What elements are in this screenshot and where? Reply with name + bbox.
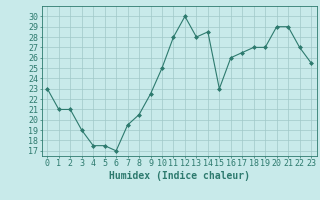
X-axis label: Humidex (Indice chaleur): Humidex (Indice chaleur) — [109, 171, 250, 181]
